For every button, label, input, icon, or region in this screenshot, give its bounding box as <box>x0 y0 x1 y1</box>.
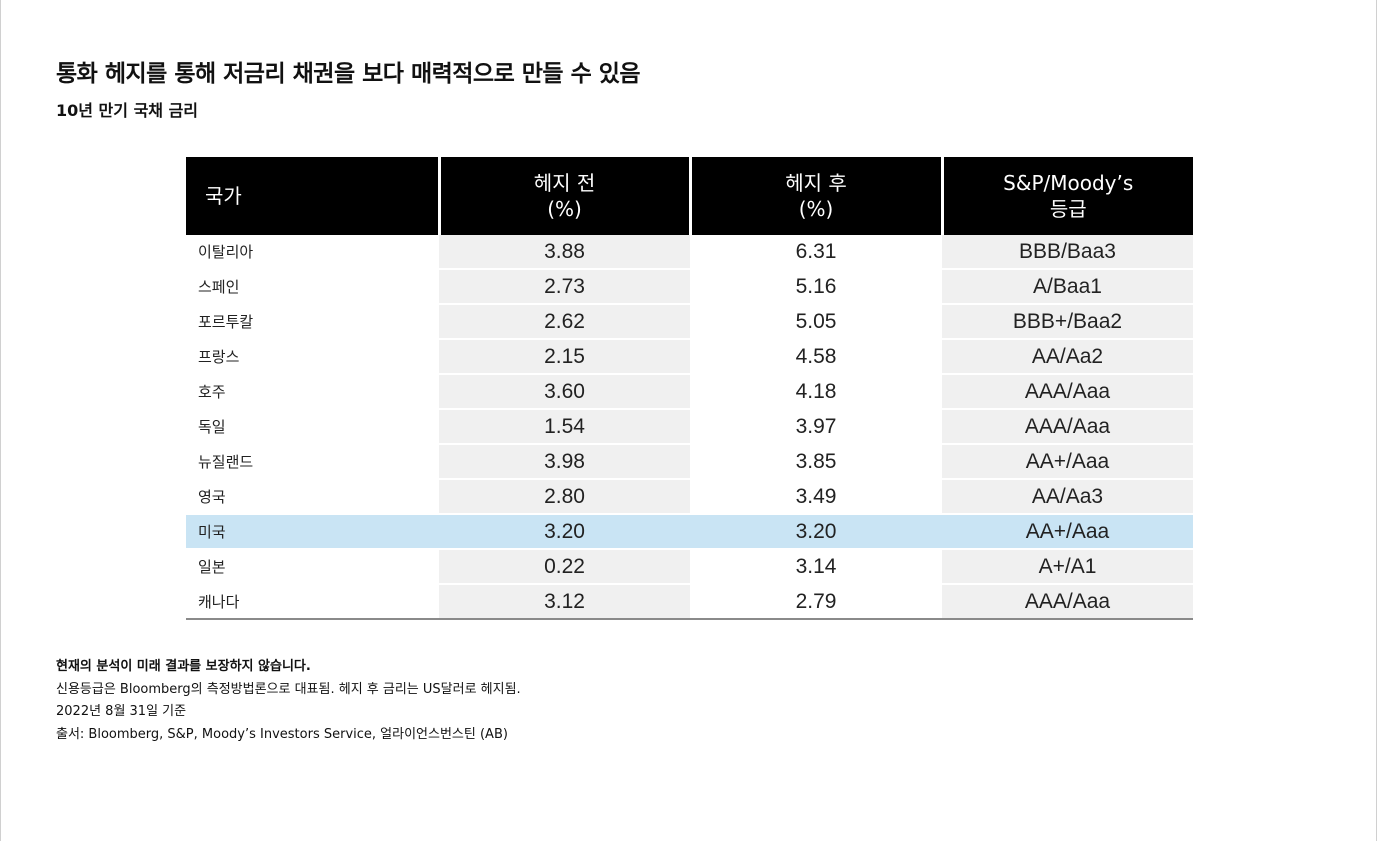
table-row: 일본 0.22 3.14 A+/A1 <box>186 549 1193 585</box>
table-row: 영국 2.80 3.49 AA/Aa3 <box>186 479 1193 515</box>
after-hedge-cell: 5.05 <box>690 304 942 340</box>
rating-cell: AA+/Aaa <box>942 444 1193 480</box>
country-cell: 프랑스 <box>186 339 439 375</box>
rating-cell: AAA/Aaa <box>942 409 1193 445</box>
before-hedge-cell: 3.12 <box>439 584 690 620</box>
country-cell: 독일 <box>186 409 439 445</box>
after-hedge-cell: 5.16 <box>690 269 942 305</box>
header-after-hedge-label: 헤지 후 <box>785 171 847 195</box>
rating-cell: BBB+/Baa2 <box>942 304 1193 340</box>
methodology-note: 신용등급은 Bloomberg의 측정방법론으로 대표됨. 헤지 후 금리는 U… <box>56 681 521 697</box>
before-hedge-cell: 1.54 <box>439 409 690 445</box>
table-row: 뉴질랜드 3.98 3.85 AA+/Aaa <box>186 444 1193 480</box>
table-row: 포르투칼 2.62 5.05 BBB+/Baa2 <box>186 304 1193 340</box>
header-rating-sublabel: 등급 <box>1049 197 1087 221</box>
country-cell: 포르투칼 <box>186 304 439 340</box>
before-hedge-cell: 3.98 <box>439 444 690 480</box>
country-cell: 영국 <box>186 479 439 515</box>
yield-table: 국가 헤지 전 (%) 헤지 후 (%) S&P/Moody’s 등급 이탈리아… <box>186 157 1193 620</box>
country-cell: 스페인 <box>186 269 439 305</box>
country-cell: 미국 <box>186 514 439 550</box>
header-before-hedge-label: 헤지 전 <box>533 171 596 195</box>
rating-cell: AA/Aa2 <box>942 339 1193 375</box>
table-row: 스페인 2.73 5.16 A/Baa1 <box>186 269 1193 305</box>
table-header-row: 국가 헤지 전 (%) 헤지 후 (%) S&P/Moody’s 등급 <box>186 157 1193 235</box>
header-before-hedge: 헤지 전 (%) <box>439 157 692 235</box>
before-hedge-cell: 2.62 <box>439 304 690 340</box>
header-rating: S&P/Moody’s 등급 <box>942 157 1193 235</box>
page-title: 통화 헤지를 통해 저금리 채권을 보다 매력적으로 만들 수 있음 <box>56 61 641 87</box>
header-rating-label: S&P/Moody’s <box>1003 171 1134 195</box>
after-hedge-cell: 3.49 <box>690 479 942 515</box>
country-cell: 일본 <box>186 549 439 585</box>
country-cell: 캐나다 <box>186 584 439 620</box>
before-hedge-cell: 0.22 <box>439 549 690 585</box>
header-country-label: 국가 <box>205 184 242 208</box>
before-hedge-cell: 2.15 <box>439 339 690 375</box>
after-hedge-cell: 3.14 <box>690 549 942 585</box>
after-hedge-cell: 4.18 <box>690 374 942 410</box>
table-row: 독일 1.54 3.97 AAA/Aaa <box>186 409 1193 445</box>
before-hedge-cell: 2.80 <box>439 479 690 515</box>
table-row-highlighted: 미국 3.20 3.20 AA+/Aaa <box>186 514 1193 550</box>
header-country: 국가 <box>186 157 441 235</box>
after-hedge-cell: 3.20 <box>690 514 942 550</box>
header-before-hedge-unit: (%) <box>547 197 582 221</box>
before-hedge-cell: 3.88 <box>439 235 690 270</box>
rating-cell: AA+/Aaa <box>942 514 1193 550</box>
rating-cell: AAA/Aaa <box>942 584 1193 620</box>
after-hedge-cell: 6.31 <box>690 235 942 270</box>
rating-cell: BBB/Baa3 <box>942 235 1193 270</box>
after-hedge-cell: 3.97 <box>690 409 942 445</box>
header-after-hedge: 헤지 후 (%) <box>690 157 944 235</box>
before-hedge-cell: 2.73 <box>439 269 690 305</box>
before-hedge-cell: 3.20 <box>439 514 690 550</box>
table-row: 이탈리아 3.88 6.31 BBB/Baa3 <box>186 235 1193 270</box>
country-cell: 뉴질랜드 <box>186 444 439 480</box>
source-note: 출서: Bloomberg, S&P, Moody’s Investors Se… <box>56 726 508 742</box>
table-row: 캐나다 3.12 2.79 AAA/Aaa <box>186 584 1193 620</box>
rating-cell: A/Baa1 <box>942 269 1193 305</box>
rating-cell: AAA/Aaa <box>942 374 1193 410</box>
footnotes: 현재의 분석이 미래 결과를 보장하지 않습니다. 신용등급은 Bloomber… <box>56 656 521 746</box>
before-hedge-cell: 3.60 <box>439 374 690 410</box>
after-hedge-cell: 3.85 <box>690 444 942 480</box>
country-cell: 이탈리아 <box>186 235 439 270</box>
disclaimer-note: 현재의 분석이 미래 결과를 보장하지 않습니다. <box>56 659 311 674</box>
page-subtitle: 10년 만기 국채 금리 <box>56 101 199 120</box>
table-row: 프랑스 2.15 4.58 AA/Aa2 <box>186 339 1193 375</box>
rating-cell: A+/A1 <box>942 549 1193 585</box>
after-hedge-cell: 2.79 <box>690 584 942 620</box>
date-note: 2022년 8월 31일 기준 <box>56 704 187 719</box>
table-row: 호주 3.60 4.18 AAA/Aaa <box>186 374 1193 410</box>
country-cell: 호주 <box>186 374 439 410</box>
after-hedge-cell: 4.58 <box>690 339 942 375</box>
rating-cell: AA/Aa3 <box>942 479 1193 515</box>
header-after-hedge-unit: (%) <box>798 197 834 221</box>
